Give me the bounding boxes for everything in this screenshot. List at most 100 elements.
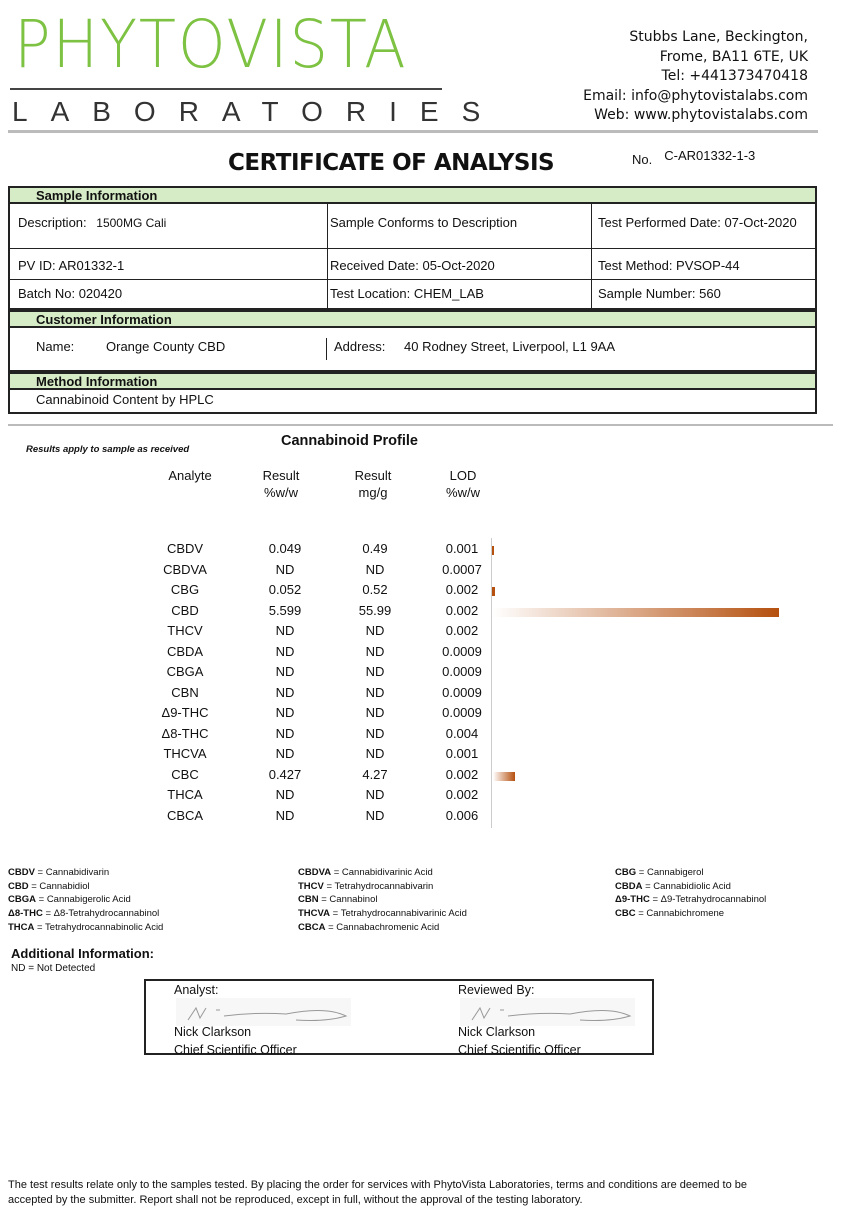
abbreviation-code: THCA bbox=[8, 921, 35, 933]
cell-analyte: Δ8-THC bbox=[161, 725, 209, 741]
cell-pct: 5.599 bbox=[268, 602, 302, 618]
cell-lod: 0.001 bbox=[445, 746, 479, 761]
additional-heading: Additional Information: bbox=[11, 946, 154, 961]
abbreviation-code: CBGA bbox=[8, 894, 36, 906]
abbreviation-name: Cannabinol bbox=[329, 894, 378, 906]
abbreviation-name: Tetrahydrocannabinolic Acid bbox=[45, 921, 164, 933]
cell-mg: ND bbox=[365, 807, 385, 823]
column-header: Analyte bbox=[168, 468, 212, 483]
reviewer-name: Nick Clarkson bbox=[458, 1025, 536, 1039]
cell-mg: ND bbox=[365, 664, 385, 679]
customer-address: 40 Rodney Street, Liverpool, L1 9AA bbox=[404, 339, 616, 354]
table-row: CBGA ND ND 0.0009 bbox=[0, 664, 864, 684]
table-row: CBCA ND ND 0.006 bbox=[0, 808, 864, 828]
abbreviation-name: Cannabachromenic Acid bbox=[336, 921, 440, 933]
logo-subtitle: LABORATORIES bbox=[12, 96, 504, 127]
cell-lod: 0.002 bbox=[445, 623, 479, 638]
table-row: CBDVA ND ND 0.0007 bbox=[0, 562, 864, 582]
cell-analyte: THCV bbox=[167, 623, 203, 638]
cell-mg: ND bbox=[365, 725, 385, 741]
abbreviation-code: Δ9-THC bbox=[615, 894, 650, 906]
cell-analyte: CBD bbox=[171, 602, 199, 618]
cell-pct: ND bbox=[275, 807, 295, 823]
customer-information: Customer Information Name: Orange County… bbox=[8, 310, 817, 372]
abbreviation: CBC = Cannabichromene bbox=[615, 908, 725, 920]
pv-id: PV ID: AR01332-1 bbox=[18, 258, 125, 273]
abbreviation-name: Tetrahydrocannabivarinic Acid bbox=[340, 908, 467, 920]
address-line: Frome, BA11 6TE, UK bbox=[659, 48, 808, 65]
logo: PHYTOVISTA bbox=[14, 6, 408, 83]
analyst-signature bbox=[176, 998, 351, 1026]
abbreviation: THCV = Tetrahydrocannabivarin bbox=[298, 880, 434, 892]
column-header: Result mg/g bbox=[354, 468, 392, 500]
cell-analyte: CBN bbox=[171, 684, 199, 700]
section-heading: Sample Information bbox=[10, 188, 815, 204]
abbreviation-code: CBDV bbox=[8, 867, 35, 878]
cell-lod: 0.002 bbox=[445, 582, 479, 597]
website: Web: www.phytovistalabs.com bbox=[594, 107, 808, 123]
logo-divider bbox=[10, 88, 442, 90]
abbreviation-code: THCV bbox=[298, 880, 324, 892]
cell-pct: ND bbox=[275, 684, 295, 700]
test-method: Test Method: PVSOP-44 bbox=[598, 258, 740, 273]
abbreviation: CBCA = Cannabachromenic Acid bbox=[298, 921, 440, 933]
description-label: Description: bbox=[18, 215, 87, 230]
cell-mg: 55.99 bbox=[358, 602, 392, 618]
abbreviation-name: Δ8-Tetrahydrocannabinol bbox=[53, 908, 160, 920]
cell-analyte: CBG bbox=[170, 582, 200, 597]
abbreviation: CBDA = Cannabidiolic Acid bbox=[615, 880, 731, 892]
cell-analyte: CBGA bbox=[166, 664, 204, 679]
abbreviation-code: CBN bbox=[298, 894, 319, 906]
section-heading: Customer Information bbox=[10, 312, 815, 328]
conforms-text: Sample Conforms to Description bbox=[330, 215, 518, 230]
cert-no-label: No. bbox=[632, 152, 653, 167]
cell-pct: ND bbox=[275, 787, 295, 802]
cell-analyte: THCA bbox=[167, 787, 203, 802]
cell-lod: 0.002 bbox=[445, 766, 479, 782]
lab-address: Stubbs Lane, Beckington, Frome, BA11 6TE… bbox=[583, 28, 808, 126]
table-row: CBDA ND ND 0.0009 bbox=[0, 644, 864, 664]
signature-box: Analyst: Nick Clarkson Chief Scientific … bbox=[144, 979, 654, 1055]
cell-mg: ND bbox=[365, 787, 385, 802]
received-date: Received Date: 05-Oct-2020 bbox=[330, 258, 495, 273]
abbreviation-name: Cannabidivarinic Acid bbox=[341, 867, 433, 878]
abbreviation-name: Tetrahydrocannabivarin bbox=[334, 880, 434, 892]
method-information: Method Information Cannabinoid Content b… bbox=[8, 372, 817, 414]
cell-lod: 0.0009 bbox=[442, 684, 482, 700]
cell-analyte: CBDVA bbox=[163, 561, 207, 577]
column-header: Result %w/w bbox=[262, 468, 300, 500]
abbreviation-name: Cannabidivarin bbox=[45, 867, 110, 878]
abbreviation-code: CBG bbox=[615, 867, 637, 878]
address-label: Address: bbox=[334, 339, 386, 354]
test-location: Test Location: CHEM_LAB bbox=[330, 286, 484, 301]
abbreviation-code: CBDA bbox=[615, 880, 643, 892]
abbreviation-name: Δ9-Tetrahydrocannabinol bbox=[660, 894, 767, 906]
cell-lod: 0.002 bbox=[445, 602, 479, 618]
table-row: Δ8-THC ND ND 0.004 bbox=[0, 726, 864, 746]
additional-text: ND = Not Detected bbox=[11, 963, 96, 974]
cell-mg: 4.27 bbox=[362, 766, 388, 782]
sample-information: Sample Information Description: 1500MG C… bbox=[8, 186, 817, 310]
result-bar bbox=[492, 546, 495, 555]
analyst-label: Analyst: bbox=[174, 983, 219, 997]
table-row: THCA ND ND 0.002 bbox=[0, 787, 864, 807]
cell-mg: ND bbox=[365, 623, 385, 638]
cell-analyte: CBCA bbox=[166, 807, 204, 823]
cell-pct: ND bbox=[275, 643, 295, 659]
cell-pct: 0.049 bbox=[268, 541, 302, 556]
description-value: 1500MG Cali bbox=[96, 216, 167, 230]
cell-lod: 0.0009 bbox=[442, 705, 482, 720]
cell-mg: 0.52 bbox=[362, 582, 388, 597]
cell-analyte: THCVA bbox=[163, 746, 207, 761]
cell-lod: 0.004 bbox=[445, 725, 479, 741]
cell-pct: ND bbox=[275, 725, 295, 741]
abbreviation-code: CBCA bbox=[298, 921, 326, 933]
profile-title: Cannabinoid Profile bbox=[281, 433, 418, 449]
table-row: THCV ND ND 0.002 bbox=[0, 623, 864, 643]
reviewer-title: Chief Scientific Officer bbox=[458, 1043, 581, 1055]
results-note: Results apply to sample as received bbox=[26, 444, 190, 455]
name-label: Name: bbox=[36, 339, 75, 354]
cell-mg: ND bbox=[365, 561, 385, 577]
abbreviation: THCA = Tetrahydrocannabinolic Acid bbox=[8, 921, 164, 933]
abbreviation: CBG = Cannabigerol bbox=[615, 867, 704, 878]
